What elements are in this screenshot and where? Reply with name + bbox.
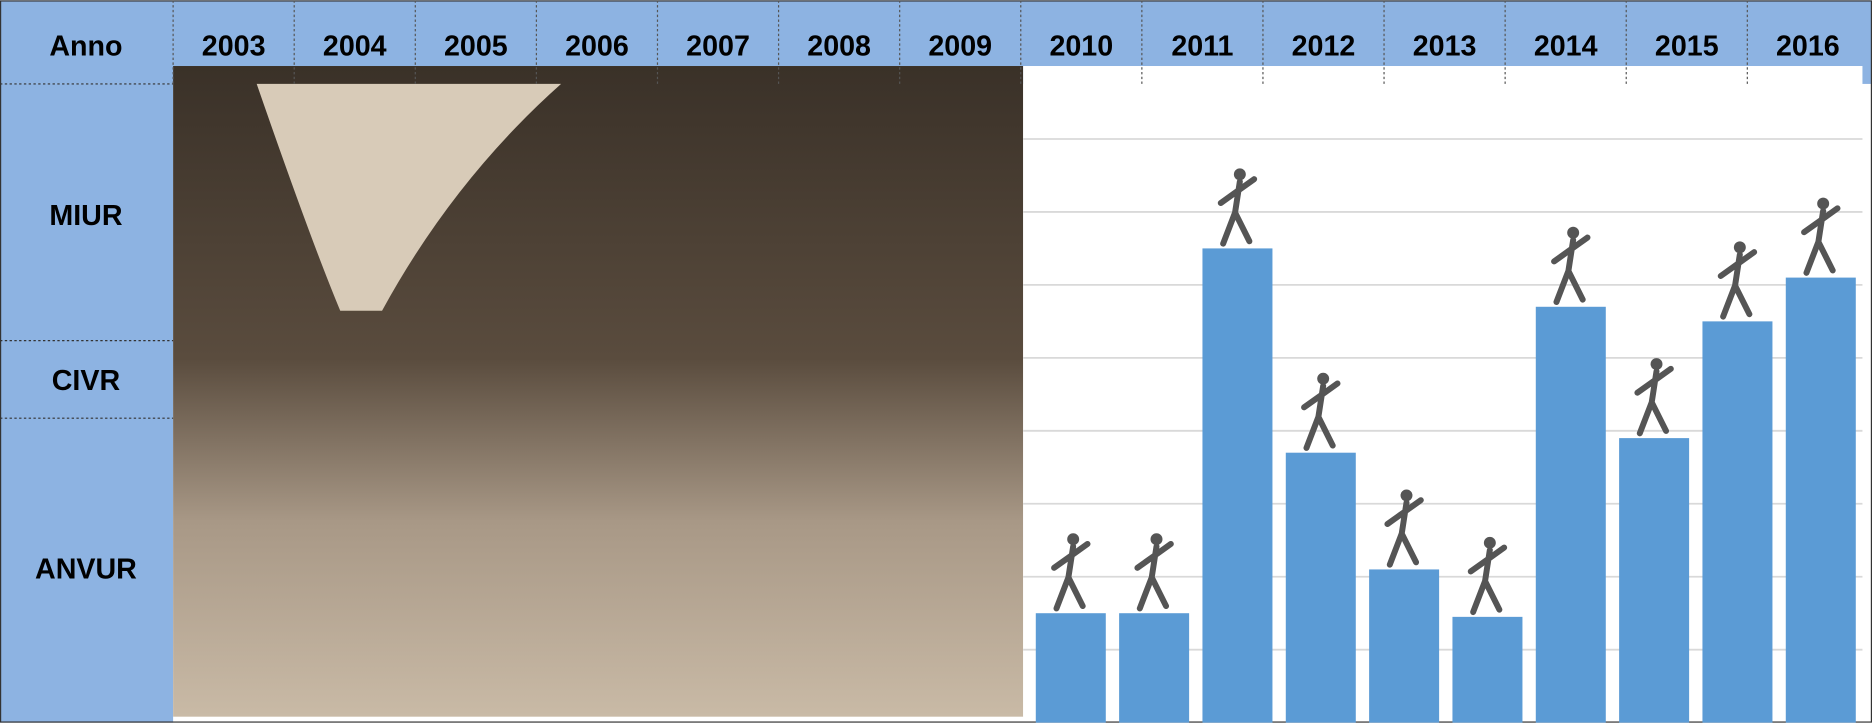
header-title: Anno — [49, 31, 122, 63]
year-label: 2003 — [202, 31, 266, 63]
year-label: 2005 — [444, 31, 508, 63]
year-label: 2013 — [1413, 31, 1477, 63]
row-label: ANVUR — [35, 554, 137, 586]
year-label: 2016 — [1776, 31, 1840, 63]
label-column — [0, 84, 173, 723]
bar — [1702, 321, 1772, 722]
bar — [1619, 438, 1689, 723]
year-label: 2012 — [1292, 31, 1356, 63]
year-label: 2007 — [686, 31, 750, 63]
bar — [1786, 278, 1856, 723]
athlete-head — [1484, 537, 1496, 549]
athlete-head — [1151, 533, 1163, 545]
athlete-head — [1734, 241, 1746, 253]
year-label: 2006 — [565, 31, 629, 63]
year-label: 2011 — [1171, 31, 1233, 63]
year-label: 2009 — [928, 31, 992, 63]
athlete-head — [1567, 227, 1579, 239]
year-label: 2015 — [1655, 31, 1719, 63]
athlete-head — [1317, 373, 1329, 385]
year-label: 2008 — [807, 31, 871, 63]
athlete-head — [1401, 489, 1413, 501]
row-label: CIVR — [52, 365, 121, 397]
row-label: MIUR — [49, 200, 122, 232]
bar — [1452, 617, 1522, 723]
bar — [1202, 248, 1272, 722]
year-label: 2010 — [1049, 31, 1113, 63]
bar — [1119, 613, 1189, 722]
year-label: 2004 — [323, 31, 387, 63]
page: {"header": {"title": "Anno", "years": ["… — [0, 0, 1872, 723]
bar — [1036, 613, 1106, 722]
slide: Anno MIUR CIVR ANVUR 2003 2004 2005 2006 200… — [0, 0, 1872, 723]
athlete-head — [1067, 533, 1079, 545]
bar — [1536, 307, 1606, 723]
year-label: 2014 — [1534, 31, 1598, 63]
bar — [1369, 569, 1439, 722]
bar — [1286, 453, 1356, 723]
